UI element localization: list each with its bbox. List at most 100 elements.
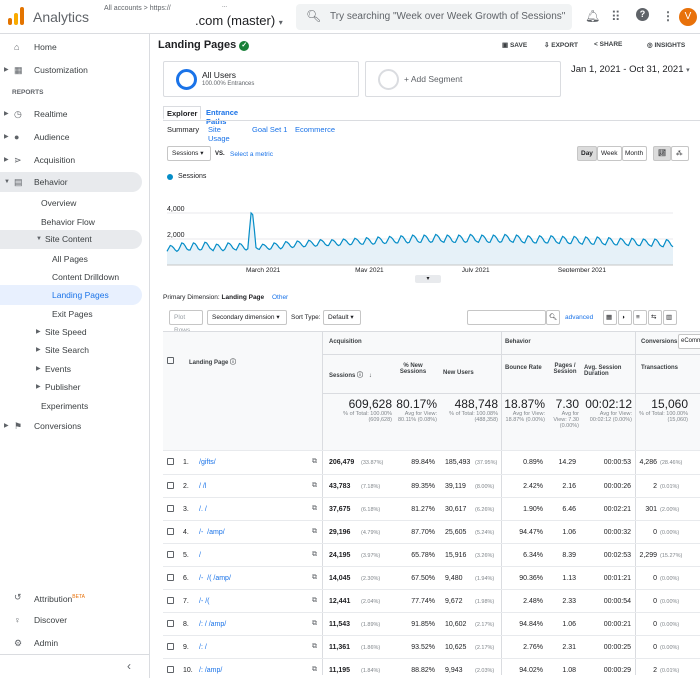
sidebar-item-overview[interactable]: Overview: [0, 193, 142, 213]
date-range-picker[interactable]: Jan 1, 2021 - Oct 31, 2021 ▾: [571, 64, 690, 75]
row-checkbox[interactable]: [167, 597, 174, 604]
apps-grid-icon[interactable]: ⠿: [611, 9, 621, 24]
col-new-sessions[interactable]: % New Sessions: [393, 363, 433, 375]
open-page-icon[interactable]: ⧉: [312, 458, 317, 465]
sidebar-item-behavior[interactable]: ▼ ▤ Behavior: [0, 172, 142, 192]
motion-chart-icon[interactable]: ⁂: [671, 146, 689, 161]
subtab-site-usage[interactable]: Site Usage: [208, 125, 230, 143]
row-checkbox[interactable]: [167, 505, 174, 512]
open-page-icon[interactable]: ⧉: [312, 597, 317, 604]
sidebar-item-behavior-flow[interactable]: Behavior Flow: [0, 212, 142, 232]
insights-button[interactable]: ◎ INSIGHTS: [647, 41, 685, 49]
col-bounce-rate[interactable]: Bounce Rate: [505, 365, 542, 371]
table-search-icon[interactable]: 🔍︎: [546, 310, 560, 325]
metric-selector[interactable]: Sessions ▾: [167, 146, 211, 161]
day-button[interactable]: Day: [577, 146, 597, 161]
add-segment-button[interactable]: + Add Segment: [365, 61, 561, 97]
landing-page-link[interactable]: /- /amp/: [199, 529, 225, 536]
row-checkbox[interactable]: [167, 458, 174, 465]
subtab-goal-set-1[interactable]: Goal Set 1: [252, 125, 288, 134]
sidebar-item-experiments[interactable]: Experiments: [0, 396, 142, 416]
select-all-checkbox[interactable]: [167, 357, 174, 364]
avatar[interactable]: V: [679, 8, 697, 26]
help-icon[interactable]: ?: [636, 8, 649, 21]
account-breadcrumb[interactable]: All accounts > https://: [104, 5, 171, 12]
sidebar-item-admin[interactable]: ⚙ Admin: [0, 633, 142, 653]
sidebar-item-acquisition[interactable]: ▶ ⋗ Acquisition: [0, 150, 142, 170]
sidebar-item-conversions[interactable]: ▶ ⚑ Conversions: [0, 416, 142, 436]
table-row[interactable]: 1. /gifts/ ⧉ 206,479 (33.87%) 89.84% 185,493 (3…: [163, 450, 700, 473]
week-button[interactable]: Week: [597, 146, 622, 161]
col-avg-duration[interactable]: Avg. Session Duration: [584, 365, 622, 377]
table-row[interactable]: 10. /: /amp/ ⧉ 11,195 (1.84%) 88.82% 9,943 (2.0…: [163, 658, 700, 681]
landing-page-link[interactable]: /gifts/: [199, 459, 216, 466]
row-checkbox[interactable]: [167, 528, 174, 535]
landing-page-link[interactable]: /: [199, 552, 201, 559]
landing-page-link[interactable]: /: /: [199, 644, 207, 651]
col-new-users[interactable]: New Users: [443, 370, 474, 376]
sidebar-item-content-drilldown[interactable]: Content Drilldown: [0, 267, 142, 287]
sidebar-item-landing-pages[interactable]: Landing Pages: [0, 285, 142, 305]
sidebar-item-attribution[interactable]: ↺ AttributionBETA: [0, 587, 142, 607]
table-row[interactable]: 3. /. / ⧉ 37,675 (6.18%) 81.27% 30,617 (6.26%) 1…: [163, 497, 700, 520]
table-view-icon[interactable]: ▦: [603, 310, 617, 325]
table-filter-input[interactable]: [467, 310, 546, 325]
secondary-dimension-select[interactable]: Secondary dimension ▾: [207, 310, 287, 325]
save-button[interactable]: ▣ SAVE: [502, 41, 527, 49]
share-button[interactable]: < SHARE: [594, 41, 622, 48]
segment-all-users[interactable]: All Users 100.00% Entrances: [163, 61, 359, 97]
open-page-icon[interactable]: ⧉: [312, 643, 317, 650]
table-row[interactable]: 8. /: / /amp/ ⧉ 11,543 (1.89%) 91.85% 10,602 (2…: [163, 612, 700, 635]
export-button[interactable]: ⇩ EXPORT: [544, 41, 578, 49]
sidebar-item-realtime[interactable]: ▶ ◷ Realtime: [0, 104, 142, 124]
sidebar-item-exit-pages[interactable]: Exit Pages: [0, 304, 142, 324]
more-vert-icon[interactable]: ⋮: [662, 9, 674, 23]
row-checkbox[interactable]: [167, 551, 174, 558]
table-row[interactable]: 5. / ⧉ 24,195 (3.97%) 65.78% 15,916 (3.26%) 6.34…: [163, 543, 700, 566]
sidebar-item-audience[interactable]: ▶ ● Audience: [0, 127, 142, 147]
landing-page-link[interactable]: /- /(: [199, 598, 210, 605]
col-pages-session[interactable]: Pages / Session: [553, 363, 577, 375]
chart-collapse-handle[interactable]: ▾: [415, 275, 441, 283]
conversions-select[interactable]: eCommer: [678, 334, 700, 349]
row-checkbox[interactable]: [167, 643, 174, 650]
row-checkbox[interactable]: [167, 482, 174, 489]
table-row[interactable]: 6. /- /( /amp/ ⧉ 14,045 (2.30%) 67.50% 9,480 (1…: [163, 566, 700, 589]
open-page-icon[interactable]: ⧉: [312, 505, 317, 512]
search-input[interactable]: 🔍︎ Try searching "Week over Week Growth …: [296, 4, 572, 30]
plot-rows-button[interactable]: Plot Rows: [169, 310, 203, 334]
table-row[interactable]: 4. /- /amp/ ⧉ 29,196 (4.79%) 87.70% 25,605 (5.2…: [163, 520, 700, 543]
comparison-view-icon[interactable]: ⇆: [648, 310, 662, 325]
col-transactions[interactable]: Transactions: [641, 365, 679, 371]
landing-page-link[interactable]: /: / /amp/: [199, 621, 227, 628]
open-page-icon[interactable]: ⧉: [312, 620, 317, 627]
row-checkbox[interactable]: [167, 574, 174, 581]
subtab-ecommerce[interactable]: Ecommerce: [295, 125, 336, 134]
table-row[interactable]: 7. /- /(⧉ 12,441 (2.04%) 77.74% 9,672 (1.98%) 2…: [163, 589, 700, 612]
open-page-icon[interactable]: ⧉: [312, 666, 317, 673]
sidebar-item-home[interactable]: ⌂ Home: [0, 37, 142, 57]
month-button[interactable]: Month: [622, 146, 647, 161]
sidebar-item-publisher[interactable]: ▶ Publisher: [0, 377, 142, 397]
sidebar-item-site-search[interactable]: ▶ Site Search: [0, 340, 142, 360]
open-page-icon[interactable]: ⧉: [312, 551, 317, 558]
pivot-view-icon[interactable]: ▥: [663, 310, 677, 325]
landing-page-link[interactable]: /- /( /amp/: [199, 575, 231, 582]
col-landing-page[interactable]: Landing Page ⓘ: [189, 357, 236, 366]
sidebar-item-site-speed[interactable]: ▶ Site Speed: [0, 322, 142, 342]
row-checkbox[interactable]: [167, 666, 174, 673]
col-sessions[interactable]: Sessions ⓘ ↓: [329, 373, 372, 379]
landing-page-link[interactable]: /: /amp/: [199, 667, 223, 674]
landing-page-link[interactable]: /. /: [199, 506, 207, 513]
open-page-icon[interactable]: ⧉: [312, 574, 317, 581]
sidebar-item-events[interactable]: ▶ Events: [0, 359, 142, 379]
open-page-icon[interactable]: ⧉: [312, 482, 317, 489]
advanced-filter-link[interactable]: advanced: [565, 314, 594, 321]
sidebar-item-site-content[interactable]: ▼ Site Content: [0, 230, 142, 249]
tab-explorer[interactable]: Explorer: [163, 106, 202, 120]
collapse-sidebar-icon[interactable]: ‹: [127, 659, 131, 673]
landing-page-link[interactable]: / /l: [199, 483, 207, 490]
primary-dimension-value[interactable]: Landing Page: [221, 294, 265, 301]
open-page-icon[interactable]: ⧉: [312, 528, 317, 535]
subtab-summary[interactable]: Summary: [167, 125, 200, 134]
